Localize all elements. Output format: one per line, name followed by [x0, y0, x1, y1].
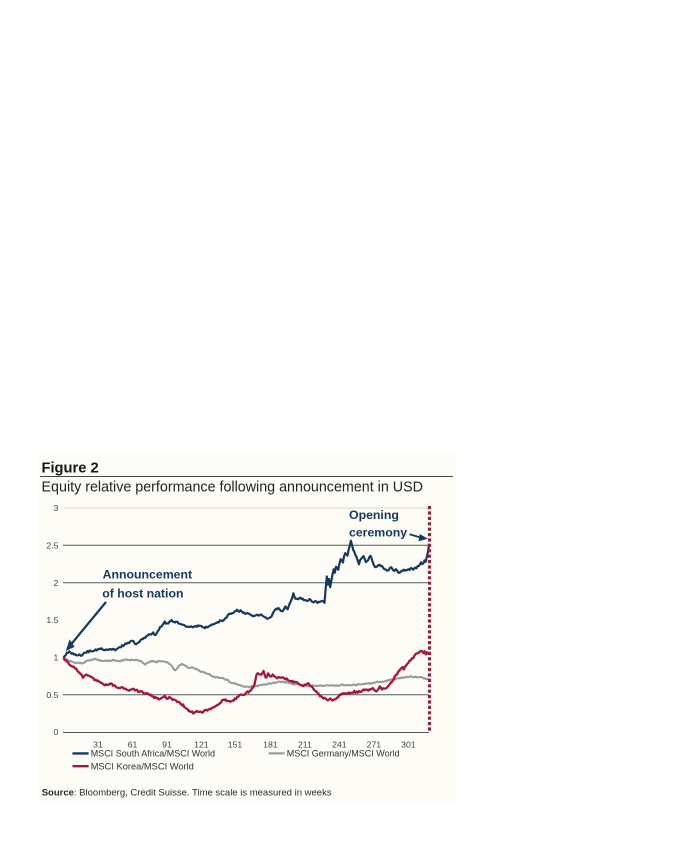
svg-text:0.5: 0.5 — [46, 690, 58, 700]
svg-text:151: 151 — [228, 740, 243, 750]
svg-text:of host nation: of host nation — [102, 587, 183, 601]
svg-text:31: 31 — [93, 740, 103, 750]
svg-text:1: 1 — [54, 653, 59, 663]
svg-text:Announcement: Announcement — [103, 568, 193, 582]
svg-text:1.5: 1.5 — [46, 615, 58, 625]
svg-text:ceremony: ceremony — [349, 525, 407, 539]
svg-text:121: 121 — [194, 740, 209, 750]
svg-text:2.5: 2.5 — [46, 541, 58, 551]
svg-text:2: 2 — [54, 578, 59, 588]
svg-text:271: 271 — [367, 740, 382, 750]
svg-text:Opening: Opening — [349, 508, 399, 522]
svg-text:MSCI Germany/MSCI World: MSCI Germany/MSCI World — [287, 749, 400, 759]
svg-text:61: 61 — [128, 740, 138, 750]
svg-text:MSCI Korea/MSCI World: MSCI Korea/MSCI World — [91, 761, 194, 771]
svg-text:301: 301 — [401, 740, 416, 750]
svg-text:181: 181 — [263, 740, 278, 750]
svg-text:Source: Bloomberg, Credit Suis: Source: Bloomberg, Credit Suisse. Time s… — [42, 788, 332, 799]
svg-text:211: 211 — [298, 740, 312, 750]
svg-text:91: 91 — [162, 740, 172, 750]
svg-text:0: 0 — [54, 727, 59, 737]
svg-text:Equity relative performance fo: Equity relative performance following an… — [42, 480, 423, 496]
svg-text:Figure 2: Figure 2 — [42, 461, 99, 477]
svg-text:241: 241 — [332, 740, 347, 750]
svg-text:3: 3 — [54, 503, 59, 513]
svg-text:MSCI South Africa/MSCI World: MSCI South Africa/MSCI World — [91, 749, 215, 759]
